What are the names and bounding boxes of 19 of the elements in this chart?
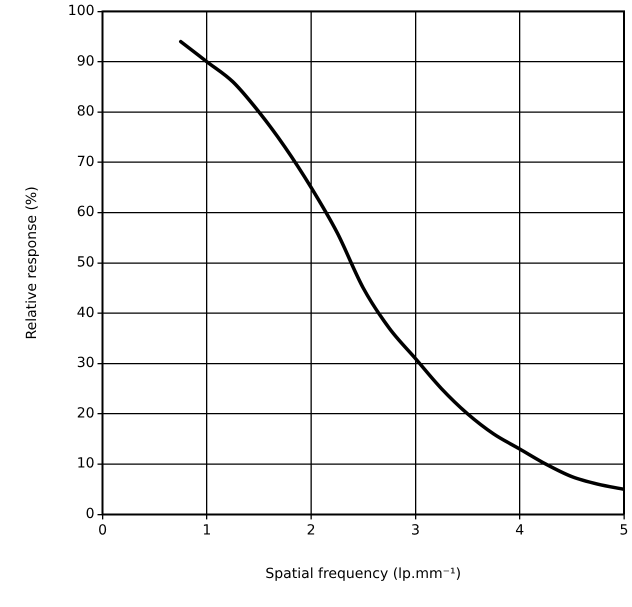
y-tick-label: 90 (76, 53, 95, 70)
x-tick-label: 0 (98, 522, 107, 538)
y-tick-label: 70 (76, 154, 95, 170)
x-tick-label: 3 (410, 522, 420, 538)
y-tick-label: 20 (76, 405, 95, 422)
x-tick-label: 5 (620, 522, 628, 538)
y-tick-label: 60 (76, 204, 95, 220)
y-tick-label: 80 (76, 104, 95, 120)
y-tick-label: 30 (76, 355, 95, 372)
y-tick-label: 0 (86, 506, 95, 522)
x-tick-label: 4 (515, 522, 524, 538)
x-tick-label: 2 (306, 522, 316, 538)
y-tick-label: 40 (76, 304, 95, 321)
y-tick-label: 100 (68, 3, 95, 20)
x-tick-label: 1 (202, 522, 212, 538)
y-tick-label: 10 (76, 456, 95, 472)
x-axis-title: Spatial frequency (lp.mm⁻¹) (265, 566, 462, 582)
y-tick-label: 50 (76, 254, 95, 271)
y-axis-title: Relative response (%) (24, 186, 40, 340)
